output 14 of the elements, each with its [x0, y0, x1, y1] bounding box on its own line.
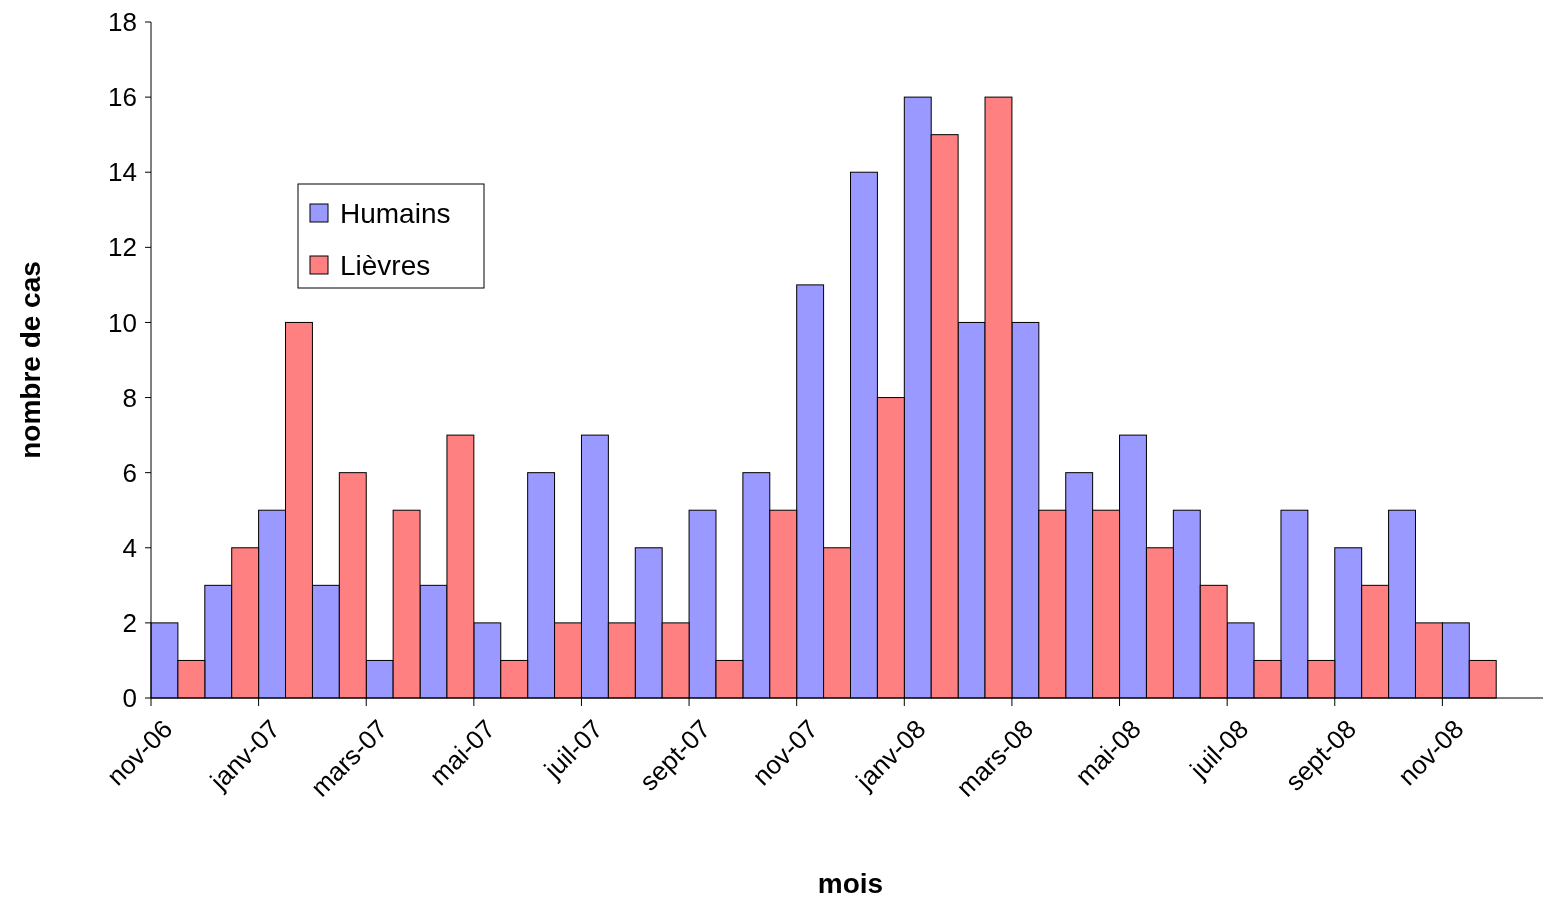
y-tick-label: 2 — [122, 607, 137, 638]
legend-label: Lièvres — [340, 249, 431, 281]
y-tick-label: 16 — [108, 82, 137, 113]
y-tick-label: 6 — [122, 457, 137, 488]
y-tick-label: 14 — [108, 157, 137, 188]
y-tick-label: 12 — [108, 232, 137, 263]
x-axis-title: mois — [817, 868, 884, 899]
y-tick-label: 10 — [108, 307, 137, 338]
y-tick-label: 4 — [122, 532, 137, 563]
y-tick-label: 8 — [122, 382, 137, 413]
legend-label: Humains — [340, 197, 451, 229]
y-axis-title: nombre de cas — [15, 261, 46, 459]
y-tick-label: 18 — [108, 7, 137, 38]
y-tick-label: 0 — [122, 683, 137, 714]
